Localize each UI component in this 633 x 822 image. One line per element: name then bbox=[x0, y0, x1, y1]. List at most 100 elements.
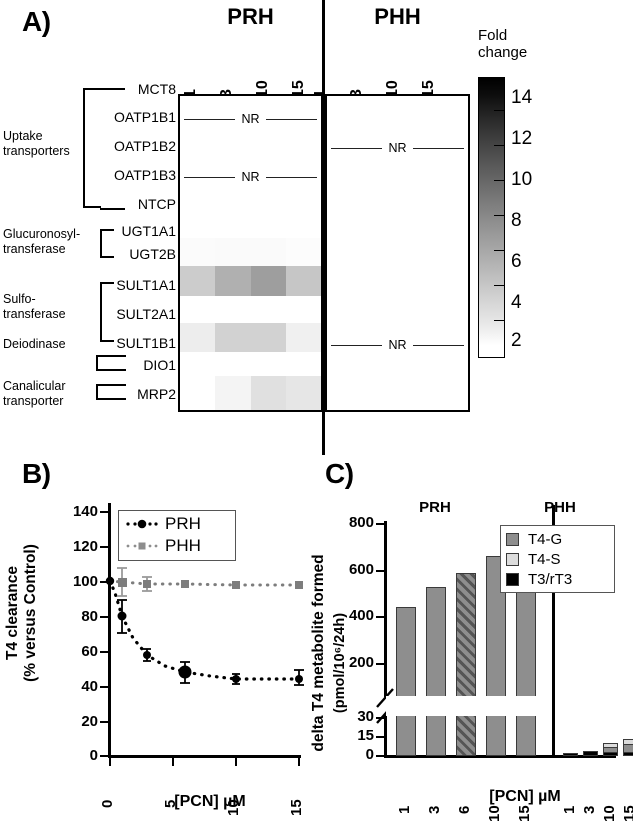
legend-label-t4g: T4-G bbox=[528, 530, 563, 548]
legend-item-t3rt3[interactable]: T3/rT3 bbox=[506, 569, 608, 589]
heatmap-cell bbox=[250, 122, 286, 151]
bar-prh-6-lower bbox=[456, 715, 476, 756]
panel-c-ytick-200 bbox=[376, 663, 385, 666]
panel-c-ylabel-30: 30 bbox=[357, 708, 374, 725]
row-group-sulfo-line2: transferase bbox=[3, 307, 66, 321]
panel-b-dose-response: B) T4 clearance (% versus Control) 140 1… bbox=[0, 455, 320, 816]
legend-marker-prh bbox=[124, 518, 158, 530]
colorbar-tick-4 bbox=[494, 285, 505, 286]
panel-b-ytick-20 bbox=[100, 721, 109, 724]
panel-c-x-axis bbox=[384, 755, 616, 758]
colorbar-tick-6 bbox=[494, 250, 505, 251]
bracket-stub-ntcp bbox=[100, 208, 125, 210]
panel-b-ylabel-60: 60 bbox=[81, 643, 98, 660]
panel-b-ytick-40 bbox=[100, 686, 109, 689]
panel-c-ylabel-200: 200 bbox=[348, 654, 374, 671]
heatmap-cell bbox=[215, 96, 251, 122]
panel-b-series-phh-line bbox=[108, 579, 301, 587]
nr-label: NR bbox=[388, 141, 407, 155]
panel-b-legend[interactable]: PRH PHH bbox=[118, 510, 236, 561]
heatmap-row-ugt1a1 bbox=[180, 238, 321, 266]
bar-prh-6-upper bbox=[456, 573, 476, 697]
bar-phh-10-seg-t3rt3 bbox=[603, 752, 618, 756]
panel-c-group-divider bbox=[552, 505, 555, 757]
legend-swatch-t4s bbox=[506, 552, 519, 566]
heatmap-cell bbox=[250, 151, 286, 180]
panel-c-group-header-prh: PRH bbox=[419, 499, 451, 516]
colorbar-label-10: 10 bbox=[511, 169, 533, 190]
panel-b-ylabel-20: 20 bbox=[81, 713, 98, 730]
colorbar-label-2: 2 bbox=[511, 330, 522, 351]
heatmap-row-oatp1b1 bbox=[180, 122, 321, 151]
panel-b-ylabel-40: 40 bbox=[81, 678, 98, 695]
panel-b-ylabel-140: 140 bbox=[72, 503, 98, 520]
legend-item-t4s[interactable]: T4-S bbox=[506, 549, 608, 569]
panel-b-xtick-0 bbox=[109, 757, 112, 766]
row-group-canalicular-line2: transporter bbox=[3, 394, 64, 408]
heatmap-cell bbox=[285, 323, 321, 352]
legend-item-t4g[interactable]: T4-G bbox=[506, 529, 608, 549]
colorbar-tick-10 bbox=[494, 180, 505, 181]
panel-c-xlabel-phh-15: 15 bbox=[621, 805, 633, 822]
heatmap-cell bbox=[215, 323, 251, 352]
colorbar-title-line2: change bbox=[478, 44, 528, 61]
heatmap-cell bbox=[215, 209, 251, 238]
heatmap-cell bbox=[250, 238, 286, 266]
heatmap-cell bbox=[285, 376, 321, 410]
gene-label-sult1a1: SULT1A1 bbox=[116, 277, 176, 293]
bar-prh-1-lower bbox=[396, 715, 416, 756]
nr-label: NR bbox=[388, 338, 407, 352]
bar-phh-15 bbox=[623, 739, 633, 756]
panel-b-ylabel-80: 80 bbox=[81, 608, 98, 625]
bar-prh-1-upper bbox=[396, 607, 416, 697]
panel-b-ytick-120 bbox=[100, 546, 109, 549]
legend-label-phh: PHH bbox=[165, 536, 201, 555]
colorbar-label-12: 12 bbox=[511, 128, 533, 149]
nr-line-left bbox=[331, 147, 383, 149]
heatmap-cell bbox=[285, 266, 321, 296]
bracket-stub-mct8 bbox=[100, 88, 125, 90]
bar-prh-3-lower bbox=[426, 715, 446, 756]
panel-c-ytick-30 bbox=[376, 717, 385, 720]
panel-b-phh-markers bbox=[118, 578, 303, 589]
row-group-uptake-line1: Uptake bbox=[3, 129, 43, 143]
heatmap-cell bbox=[285, 209, 321, 238]
colorbar-tick-2 bbox=[494, 320, 505, 321]
nr-line-left bbox=[184, 118, 236, 120]
heatmap-cell bbox=[250, 209, 286, 238]
nr-line-left bbox=[331, 344, 383, 346]
heatmap-cell bbox=[215, 266, 251, 296]
panel-b-plot-svg bbox=[105, 567, 304, 686]
heatmap-cell bbox=[285, 238, 321, 266]
heatmap-cell bbox=[285, 180, 321, 209]
gene-label-sult2a1: SULT2A1 bbox=[116, 306, 176, 322]
gene-label-oatp1b2: OATP1B2 bbox=[114, 138, 176, 154]
bar-phh-10-seg-t4s bbox=[603, 743, 618, 748]
legend-item-phh[interactable]: PHH bbox=[124, 535, 229, 557]
panel-a-heatmap: A) PRH PHH 1 3 10 15 1 3 10 15 Uptake tr… bbox=[3, 0, 533, 455]
colorbar-title-line1: Fold bbox=[478, 27, 508, 44]
heatmap-grid-prh bbox=[178, 94, 323, 412]
panel-c-ytick-800 bbox=[376, 523, 385, 526]
nr-line-left bbox=[184, 176, 236, 178]
nr-label: NR bbox=[241, 112, 260, 126]
legend-item-prh[interactable]: PRH bbox=[124, 513, 229, 535]
heatmap-row-mct8 bbox=[180, 96, 321, 122]
panel-b-xtick-15 bbox=[298, 757, 301, 766]
panel-c-xlabel-phh-10: 10 bbox=[601, 805, 618, 822]
nr-line-right bbox=[265, 176, 317, 178]
colorbar-label-4: 4 bbox=[511, 292, 522, 313]
colorbar-label-6: 6 bbox=[511, 251, 522, 272]
heatmap-cell bbox=[180, 122, 216, 151]
gene-label-mrp2: MRP2 bbox=[137, 386, 176, 402]
heatmap-cell bbox=[250, 296, 286, 323]
bar-prh-10-lower bbox=[486, 715, 506, 756]
panel-b-ylabel-0: 0 bbox=[89, 747, 98, 764]
heatmap-row-sult1a1 bbox=[180, 296, 321, 323]
heatmap-cell bbox=[250, 180, 286, 209]
panel-c-ylabel-15: 15 bbox=[357, 727, 374, 744]
heatmap-cell bbox=[250, 376, 286, 410]
heatmap-cell bbox=[180, 238, 216, 266]
colorbar-gradient bbox=[478, 77, 505, 358]
panel-c-legend[interactable]: T4-G T4-S T3/rT3 bbox=[500, 525, 615, 593]
